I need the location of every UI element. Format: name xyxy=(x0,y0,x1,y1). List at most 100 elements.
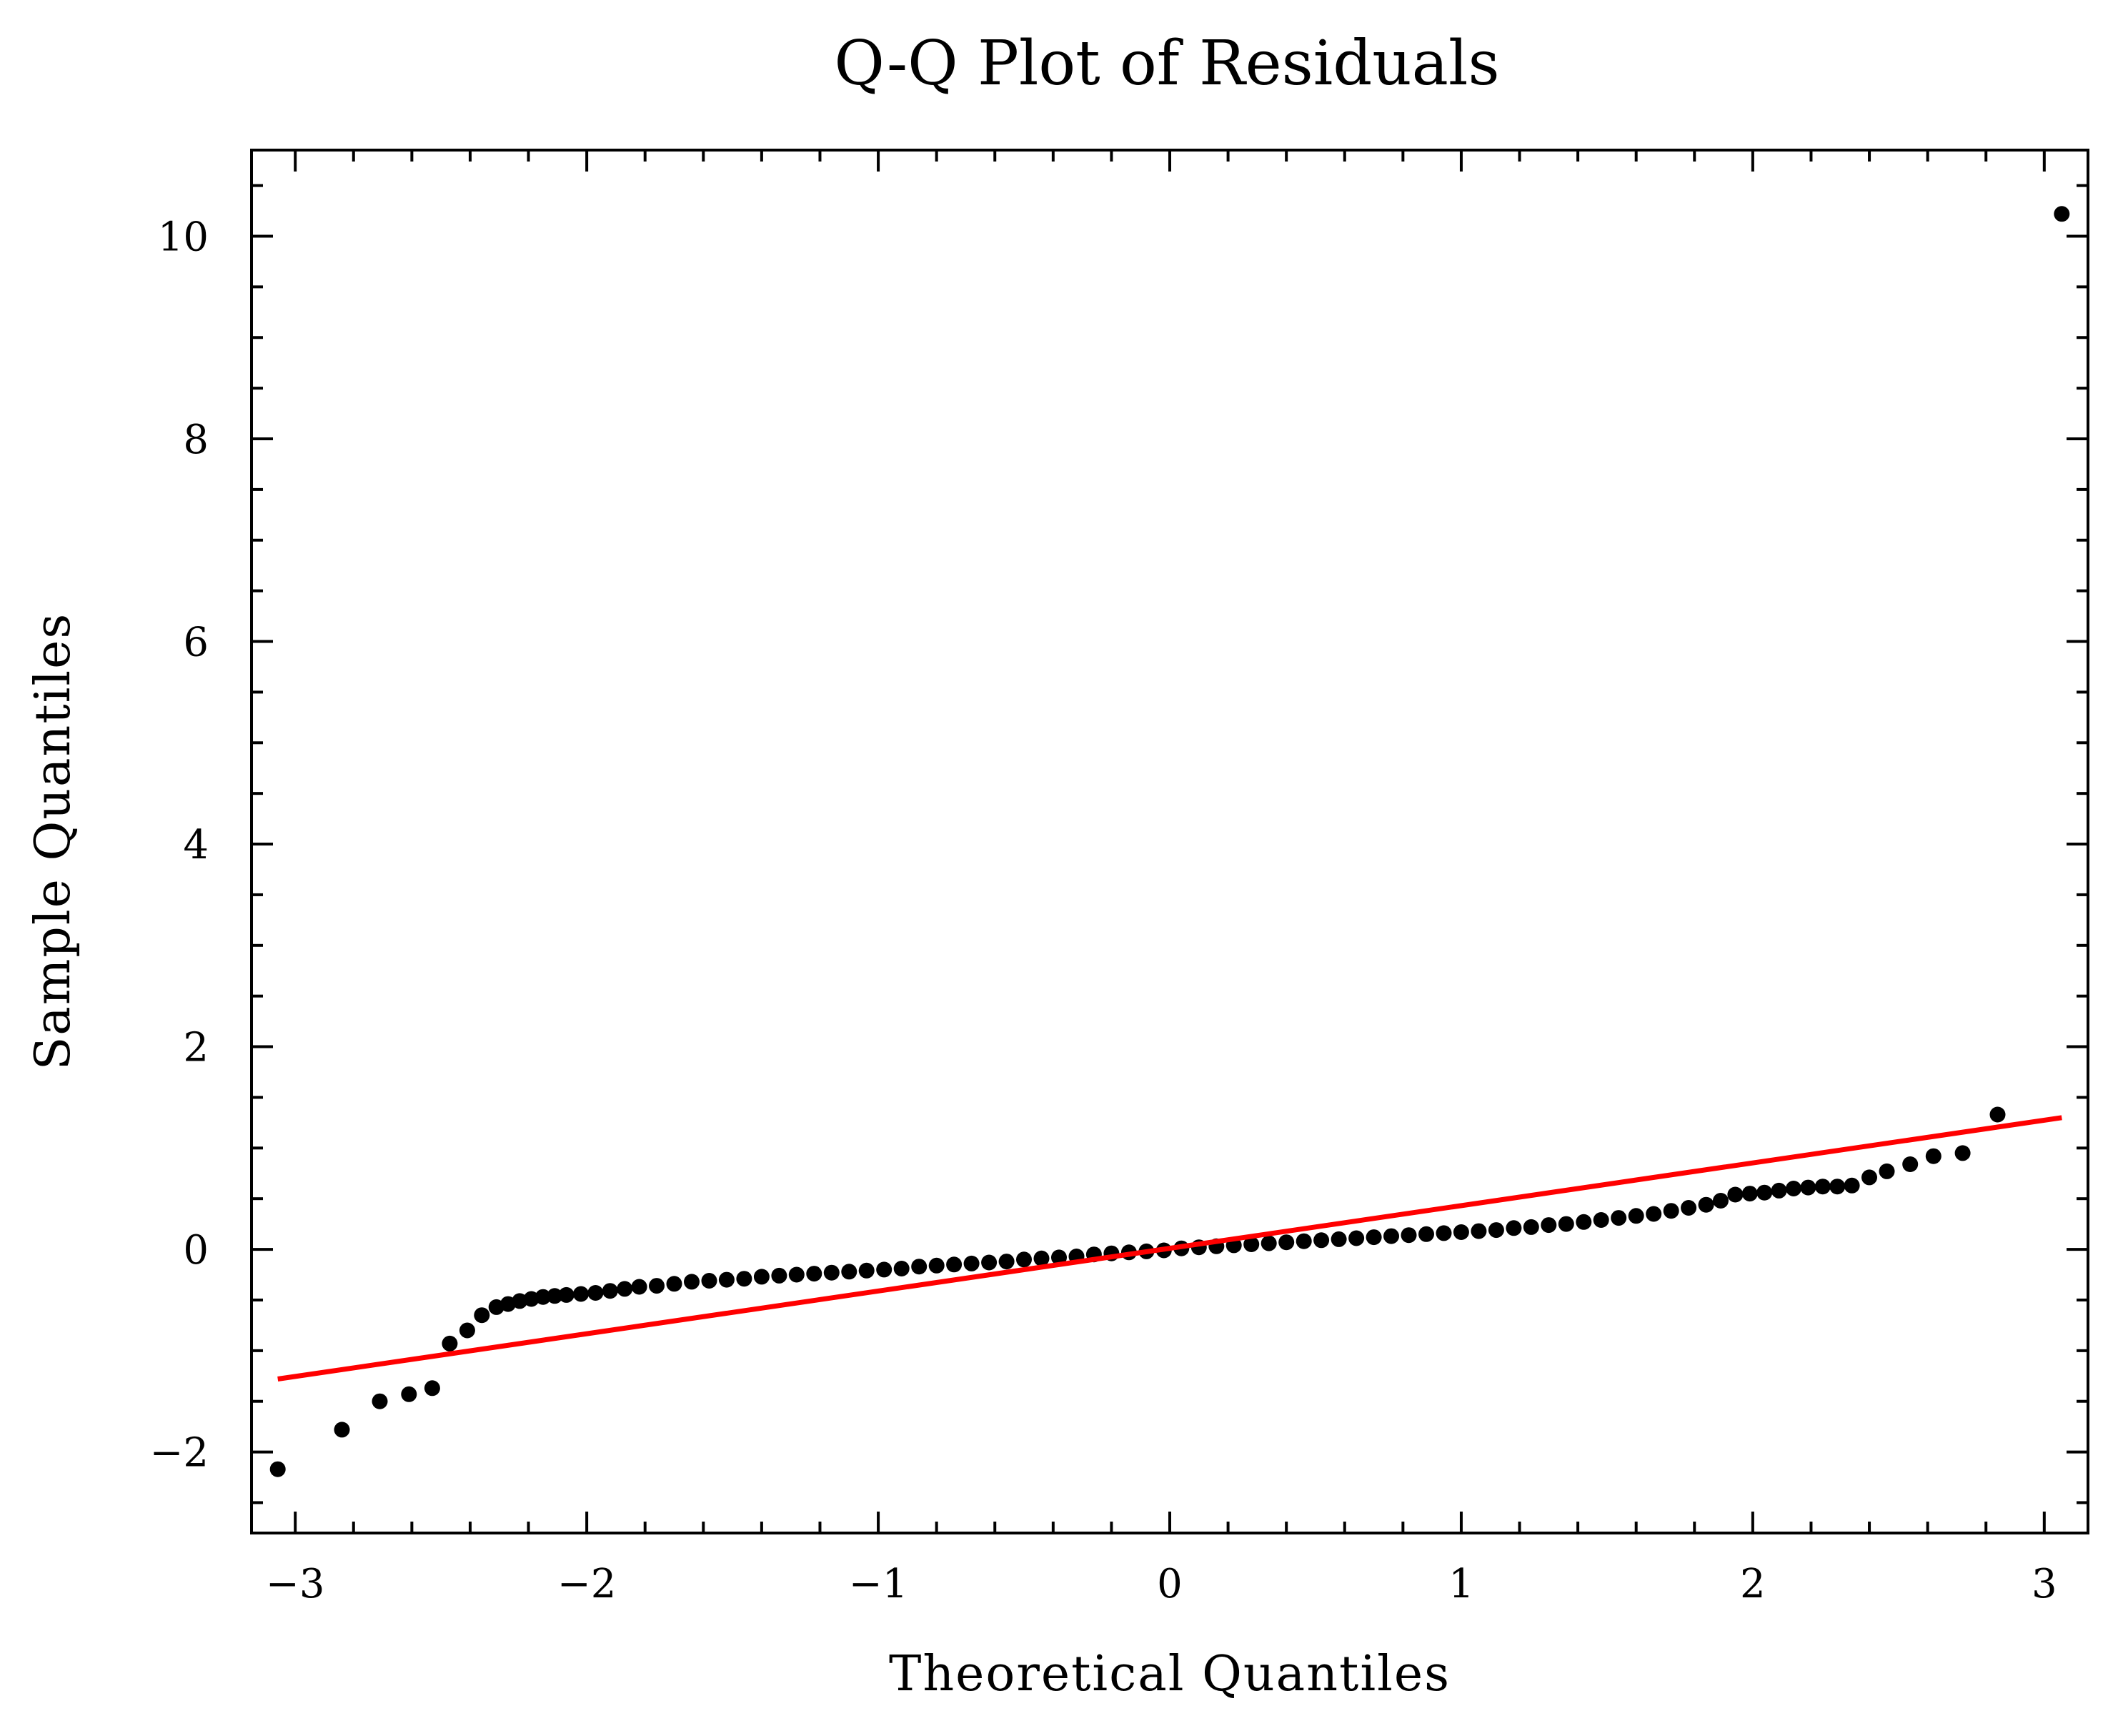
data-point xyxy=(893,1261,910,1276)
data-point xyxy=(1663,1203,1679,1219)
data-point xyxy=(1628,1208,1644,1224)
data-point xyxy=(269,1461,286,1477)
x-tick-label: 3 xyxy=(2032,1561,2057,1607)
y-tick-label: 2 xyxy=(183,1025,209,1071)
x-tick-label: −3 xyxy=(266,1561,325,1607)
data-point xyxy=(1698,1196,1714,1213)
data-point xyxy=(1902,1156,1919,1172)
data-point xyxy=(1348,1230,1365,1246)
y-tick-label: 0 xyxy=(183,1227,209,1274)
data-point xyxy=(2054,206,2070,222)
data-point xyxy=(1989,1106,2006,1123)
data-point xyxy=(1033,1250,1050,1266)
data-point xyxy=(1558,1216,1574,1232)
data-point xyxy=(1506,1220,1522,1236)
x-tick-label: 2 xyxy=(1740,1561,1766,1607)
x-tick-label: 1 xyxy=(1448,1561,1474,1607)
data-point xyxy=(617,1281,633,1297)
data-point xyxy=(911,1259,928,1275)
data-point xyxy=(1313,1232,1330,1249)
data-point xyxy=(1366,1229,1382,1246)
data-point xyxy=(424,1380,440,1397)
y-axis-label: Sample Quantiles xyxy=(25,612,81,1071)
data-point xyxy=(1576,1214,1592,1230)
data-point xyxy=(1844,1177,1860,1194)
data-point xyxy=(547,1288,563,1304)
data-point xyxy=(1436,1225,1452,1241)
y-tick-label: 6 xyxy=(183,620,209,666)
data-point xyxy=(1051,1249,1067,1266)
data-point xyxy=(1681,1200,1697,1216)
data-point xyxy=(512,1293,528,1309)
data-point xyxy=(1261,1235,1277,1251)
data-point xyxy=(1383,1228,1399,1244)
data-point xyxy=(1523,1219,1539,1235)
data-point xyxy=(1756,1184,1773,1201)
x-tick-label: −2 xyxy=(557,1561,617,1607)
data-point xyxy=(1488,1222,1504,1239)
data-point xyxy=(372,1393,388,1409)
data-point xyxy=(631,1279,647,1295)
data-point xyxy=(841,1264,857,1280)
data-point xyxy=(558,1286,575,1303)
data-point xyxy=(1879,1163,1895,1179)
data-point xyxy=(701,1273,717,1289)
plot-area xyxy=(269,206,2070,1477)
data-point xyxy=(928,1257,945,1274)
data-point xyxy=(1925,1148,1942,1164)
data-point xyxy=(1954,1145,1971,1161)
x-axis-label: Theoretical Quantiles xyxy=(889,1646,1451,1702)
data-point xyxy=(718,1271,735,1288)
data-point xyxy=(1296,1233,1312,1249)
data-point xyxy=(1861,1169,1877,1186)
data-point xyxy=(771,1267,787,1284)
chart-title: Q-Q Plot of Residuals xyxy=(834,28,1499,99)
data-point xyxy=(1278,1234,1295,1251)
data-point xyxy=(573,1286,589,1302)
data-point xyxy=(1016,1251,1032,1268)
data-point xyxy=(1593,1212,1609,1228)
data-point xyxy=(602,1283,618,1299)
data-point xyxy=(858,1262,875,1279)
data-point xyxy=(1786,1181,1801,1196)
data-point xyxy=(998,1254,1015,1270)
data-point xyxy=(666,1276,682,1292)
data-point xyxy=(736,1271,752,1287)
data-point xyxy=(1829,1179,1846,1195)
data-point xyxy=(401,1386,417,1402)
data-point xyxy=(1741,1186,1758,1202)
data-point xyxy=(946,1256,963,1273)
axis-ticks xyxy=(252,150,2088,1533)
data-point xyxy=(587,1285,604,1301)
y-tick-label: 10 xyxy=(158,214,209,260)
data-point xyxy=(459,1322,475,1339)
data-point xyxy=(876,1261,893,1278)
data-point xyxy=(1401,1227,1417,1244)
data-point xyxy=(1800,1179,1816,1196)
x-tick-label: −1 xyxy=(849,1561,908,1607)
data-point xyxy=(788,1266,805,1283)
data-point xyxy=(1418,1226,1434,1242)
data-point xyxy=(753,1269,770,1285)
data-point xyxy=(1713,1193,1729,1209)
y-tick-label: 8 xyxy=(183,417,209,463)
x-tick-label: 0 xyxy=(1157,1561,1183,1607)
data-point xyxy=(535,1289,551,1305)
data-point xyxy=(649,1278,665,1294)
y-tick-label: −2 xyxy=(149,1430,209,1477)
data-point xyxy=(1541,1217,1557,1234)
data-point xyxy=(806,1266,822,1282)
data-point xyxy=(1611,1210,1627,1226)
data-point xyxy=(1331,1231,1347,1247)
data-point xyxy=(1727,1186,1744,1203)
data-point xyxy=(523,1291,540,1307)
data-point xyxy=(1453,1224,1469,1240)
data-point xyxy=(442,1335,458,1351)
data-point xyxy=(823,1264,840,1281)
data-point xyxy=(334,1422,350,1438)
data-point xyxy=(1646,1206,1662,1222)
y-tick-label: 4 xyxy=(183,822,209,868)
data-point xyxy=(1243,1236,1260,1252)
